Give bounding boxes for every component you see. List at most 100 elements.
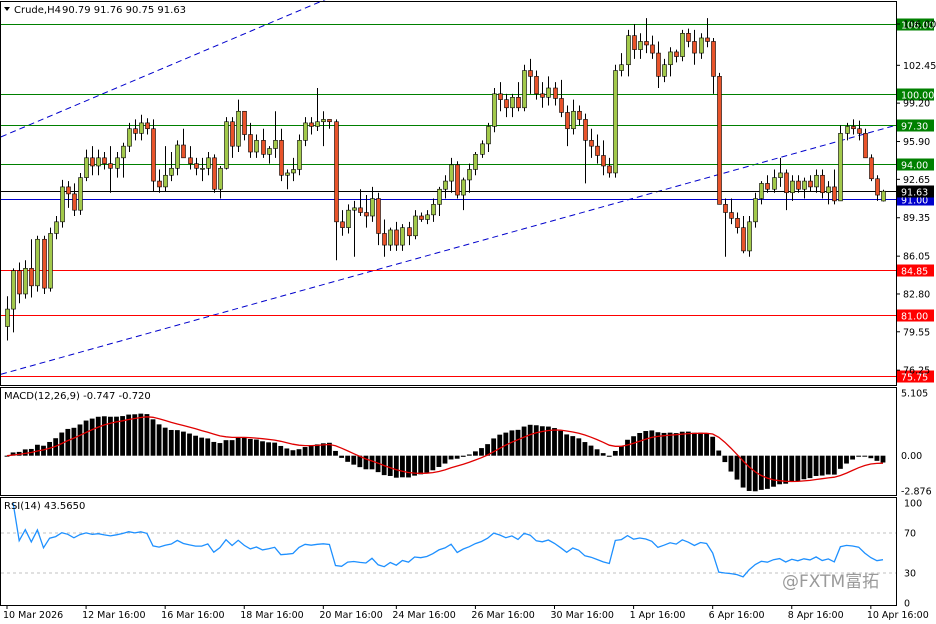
macd-bar xyxy=(156,424,162,456)
candle-body-down xyxy=(729,212,734,219)
candle-body-up xyxy=(218,167,223,190)
macd-bar xyxy=(862,455,868,457)
macd-bar xyxy=(619,445,624,456)
candle-body-up xyxy=(619,64,624,71)
rsi-line xyxy=(12,502,884,578)
macd-bar xyxy=(187,433,192,456)
candle-body-up xyxy=(200,167,205,170)
macd-bar xyxy=(758,455,764,490)
candle-body-down xyxy=(583,119,588,141)
macd-bar xyxy=(746,455,752,491)
candle-body-up xyxy=(480,143,485,155)
candle-body-up xyxy=(826,186,831,194)
ohlc-label: 90.79 91.76 90.75 91.63 xyxy=(62,5,186,16)
macd-bar xyxy=(302,447,308,456)
candle-body-up xyxy=(814,174,819,188)
level-label-84.85: 84.85 xyxy=(901,267,928,278)
level-label-75.75: 75.75 xyxy=(901,373,928,384)
macd-bar xyxy=(631,436,636,456)
candle-body-down xyxy=(589,140,594,147)
symbol-label[interactable]: Crude,H4 xyxy=(14,5,61,16)
macd-bar xyxy=(460,455,466,457)
macd-bar xyxy=(649,430,655,456)
candle-body-up xyxy=(747,221,752,252)
candle-body-up xyxy=(492,93,497,127)
macd-bar xyxy=(290,450,296,456)
price-pane xyxy=(0,1,897,386)
candle-body-down xyxy=(188,157,193,164)
macd-bar xyxy=(582,442,588,456)
candle-body-up xyxy=(571,110,576,130)
candle-body-down xyxy=(857,128,862,134)
macd-bar xyxy=(710,436,716,456)
macd-bar xyxy=(655,432,661,456)
candle-body-down xyxy=(808,180,813,188)
candle-body-down xyxy=(364,212,369,217)
candle-body-up xyxy=(626,35,631,66)
candle-body-up xyxy=(370,198,375,217)
candle-body-up xyxy=(790,180,795,194)
candle-body-down xyxy=(534,76,539,95)
macd-bar xyxy=(260,441,265,456)
macd-bar xyxy=(850,455,855,460)
macd-bar xyxy=(734,455,740,480)
macd-bar xyxy=(284,448,290,456)
macd-bar xyxy=(831,455,837,475)
level-label-106.00: 106.00 xyxy=(901,21,934,32)
rsi-label: RSI(14) 43.5650 xyxy=(4,501,85,512)
macd-bar xyxy=(241,437,247,456)
time-tick-label: 24 Mar 16:00 xyxy=(392,610,455,621)
macd-bar xyxy=(752,455,758,492)
macd-signal-line xyxy=(6,416,884,483)
macd-bar xyxy=(722,455,728,463)
candle-body-down xyxy=(145,122,150,130)
macd-bar xyxy=(570,436,576,456)
time-axis: 10 Mar 2026 12 Mar 16:00 16 Mar 16:00 18 Ma… xyxy=(3,605,929,621)
macd-bar xyxy=(363,455,369,470)
candle-body-up xyxy=(273,140,278,149)
candle-body-down xyxy=(674,51,679,57)
candle-body-down xyxy=(90,157,95,167)
candle-body-down xyxy=(504,99,509,109)
macd-bar xyxy=(515,429,521,456)
candle-body-up xyxy=(699,37,704,54)
macd-bar xyxy=(296,449,302,456)
level-label-81.00: 81.00 xyxy=(901,312,928,323)
candle-body-down xyxy=(565,112,570,130)
candle-body-up xyxy=(54,221,59,234)
macd-bar xyxy=(679,431,685,456)
candle-body-down xyxy=(656,52,661,77)
macd-bar xyxy=(880,455,886,463)
symbol-dropdown-icon[interactable] xyxy=(4,7,10,11)
candle-body-down xyxy=(157,180,162,188)
candle-body-up xyxy=(802,180,807,190)
macd-bar xyxy=(199,437,205,456)
macd-bar xyxy=(661,432,667,456)
macd-bar xyxy=(600,453,606,456)
candle-body-up xyxy=(443,180,448,190)
macd-bar xyxy=(740,455,746,488)
candle-body-up xyxy=(23,268,28,295)
candle-body-up xyxy=(467,169,472,181)
time-tick-label: 30 Mar 16:00 xyxy=(551,610,614,621)
macd-bar xyxy=(71,427,77,456)
candle-body-down xyxy=(108,163,113,169)
candle-body-down xyxy=(863,133,868,159)
candle-body-up xyxy=(11,270,16,310)
candle-body-down xyxy=(102,157,107,164)
candle-body-down xyxy=(327,119,332,123)
horizontal-levels[interactable] xyxy=(1,24,896,377)
level-tag-75.75 xyxy=(897,370,934,383)
macd-bar xyxy=(77,424,83,456)
macd-bar xyxy=(327,442,332,456)
candle-body-up xyxy=(291,169,296,174)
rsi-pane xyxy=(0,497,897,606)
macd-bar xyxy=(868,455,874,459)
candle-body-up xyxy=(267,148,272,155)
macd-bar xyxy=(217,443,223,456)
macd-bar xyxy=(777,455,782,485)
macd-bar xyxy=(412,455,417,476)
macd-bar xyxy=(345,455,351,462)
candle-body-up xyxy=(461,179,466,196)
